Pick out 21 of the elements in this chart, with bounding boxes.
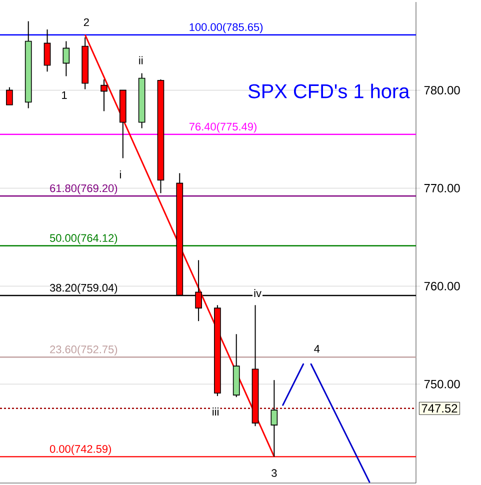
- ref-line-label: 50.00(764.12): [50, 234, 118, 244]
- ref-line-label: 747.52: [422, 404, 458, 413]
- annotation: 4: [314, 345, 320, 353]
- annotation: iv: [254, 289, 262, 297]
- annotation: i: [120, 170, 121, 178]
- ref-line-label: 76.40(775.49): [189, 122, 256, 133]
- annotation: 1: [62, 91, 67, 99]
- y-tick-label: 780.00: [424, 86, 460, 94]
- y-tick-label: 760.00: [424, 282, 460, 290]
- annotation: iii: [212, 408, 218, 416]
- text: SPX CFD's 1 hora: [248, 84, 410, 98]
- annotation: ii: [139, 56, 143, 64]
- ref-line-label: 38.20(759.04): [50, 284, 118, 294]
- y-tick-label: 770.00: [424, 184, 460, 192]
- ref-line-label: 0.00(742.59): [50, 444, 111, 455]
- ref-line-label: 100.00(785.65): [190, 22, 263, 34]
- ref-line-label: 23.60(752.75): [50, 345, 118, 356]
- y-tick-label: 750.00: [424, 380, 460, 388]
- ref-line-label: 61.80(769.20): [50, 184, 118, 194]
- annotation: 2: [84, 18, 89, 26]
- annotation: 3: [272, 469, 277, 477]
